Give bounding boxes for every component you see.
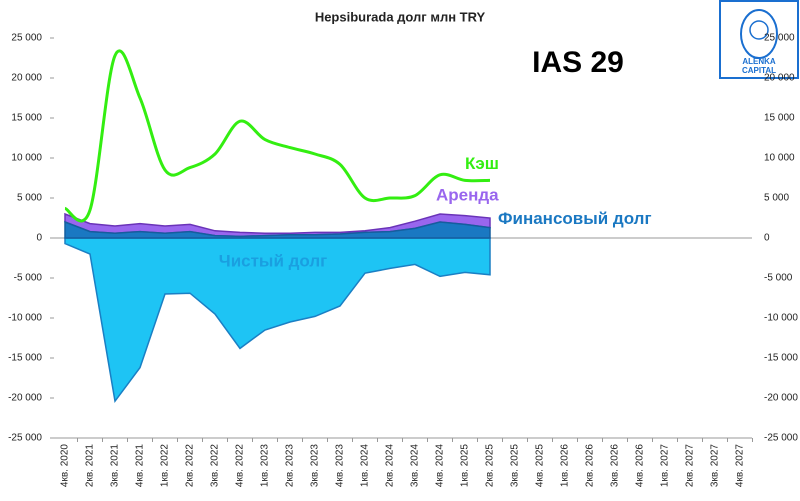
legend-label: Финансовый долг [498, 209, 652, 228]
x-tick-label: 3кв. 2021 [110, 444, 121, 487]
y-tick-label: 10 000 [11, 153, 42, 164]
x-tick-label: 1кв. 2025 [460, 444, 471, 487]
y2-tick-label: -25 000 [764, 433, 798, 444]
x-tick-label: 3кв. 2025 [510, 444, 521, 487]
x-tick-label: 3кв. 2023 [310, 444, 321, 487]
x-tick-label: 2кв. 2022 [185, 444, 196, 487]
x-tick-label: 4кв. 2021 [135, 444, 146, 487]
y2-tick-label: 15 000 [764, 113, 795, 124]
x-tick-label: 1кв. 2024 [360, 444, 371, 487]
logo-face [749, 20, 769, 40]
x-tick-label: 1кв. 2027 [660, 444, 671, 487]
x-tick-label: 4кв. 2026 [635, 444, 646, 487]
x-tick-label: 4кв. 2027 [735, 444, 746, 487]
cash-line [64, 49, 491, 223]
x-tick-label: 3кв. 2026 [610, 444, 621, 487]
y2-tick-label: 10 000 [764, 153, 795, 164]
y-tick-label: -10 000 [8, 313, 42, 324]
legend-label: Кэш [465, 154, 499, 173]
x-tick-label: 2кв. 2027 [685, 444, 696, 487]
y-tick-label: 25 000 [11, 33, 42, 44]
annotation: IAS 29 [532, 46, 624, 79]
x-tick-label: 2кв. 2026 [585, 444, 596, 487]
legend-label: Аренда [436, 185, 499, 204]
x-tick-label: 4кв. 2024 [435, 444, 446, 487]
y2-tick-label: -15 000 [764, 353, 798, 364]
logo-doll [740, 9, 778, 59]
legend-label: Чистый долг [219, 251, 328, 270]
y-tick-label: 15 000 [11, 113, 42, 124]
y-tick-label: 5 000 [17, 193, 42, 204]
logo-text: CAPITAL [742, 66, 776, 75]
x-tick-label: 3кв. 2024 [410, 444, 421, 487]
x-tick-label: 1кв. 2023 [260, 444, 271, 487]
x-tick-label: 1кв. 2022 [160, 444, 171, 487]
x-tick-label: 3кв. 2027 [710, 444, 721, 487]
y-tick-label: -5 000 [14, 273, 43, 284]
y2-tick-label: -10 000 [764, 313, 798, 324]
x-tick-label: 3кв. 2022 [210, 444, 221, 487]
logo: ALЁNKA CAPITAL [719, 0, 799, 79]
x-tick-label: 2кв. 2021 [85, 444, 96, 487]
y2-tick-label: 25 000 [764, 33, 795, 44]
x-tick-label: 2кв. 2023 [285, 444, 296, 487]
x-tick-label: 4кв. 2020 [60, 444, 71, 487]
finance-debt-area [64, 220, 491, 239]
y2-tick-label: 0 [764, 233, 770, 244]
x-tick-label: 1кв. 2026 [560, 444, 571, 487]
y2-tick-label: -20 000 [764, 393, 798, 404]
y2-tick-label: 5 000 [764, 193, 789, 204]
y-tick-label: 20 000 [11, 73, 42, 84]
x-tick-label: 4кв. 2025 [535, 444, 546, 487]
y-tick-label: 0 [36, 233, 42, 244]
chart-title: Hepsiburada долг млн TRY [315, 9, 486, 24]
x-tick-label: 2кв. 2025 [485, 444, 496, 487]
x-tick-label: 4кв. 2023 [335, 444, 346, 487]
y2-tick-label: 20 000 [764, 73, 795, 84]
y-tick-label: -15 000 [8, 353, 42, 364]
x-tick-label: 4кв. 2022 [235, 444, 246, 487]
y-tick-label: -20 000 [8, 393, 42, 404]
y-tick-label: -25 000 [8, 433, 42, 444]
y2-tick-label: -5 000 [764, 273, 793, 284]
logo-text: ALЁNKA [742, 57, 776, 66]
x-tick-label: 2кв. 2024 [385, 444, 396, 487]
